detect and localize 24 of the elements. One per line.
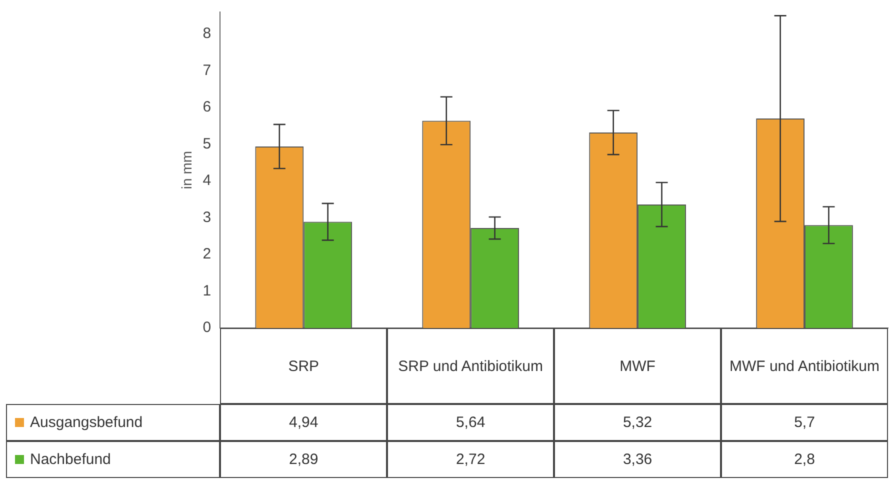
- x-tick-label: MWF: [554, 328, 722, 404]
- data-label: 5,64: [387, 404, 554, 441]
- data-label: 2,72: [387, 441, 554, 478]
- y-tick-label: 5: [202, 135, 212, 152]
- y-axis-title: in mm: [178, 150, 194, 190]
- y-tick-label: 8: [202, 25, 212, 42]
- y-tick-label: 3: [202, 208, 212, 226]
- data-label: 4,94: [220, 404, 388, 441]
- x-tick-label: MWF und Antibiotikum: [721, 328, 888, 404]
- y-tick-label: 1: [202, 282, 212, 300]
- y-tick-label: 6: [202, 98, 212, 116]
- data-label: 2,8: [721, 441, 888, 478]
- y-tick-label: 0: [202, 319, 212, 336]
- legend-label: Nachbefund: [30, 451, 111, 468]
- y-tick-label: 2: [202, 246, 212, 263]
- data-label: 5,7: [721, 404, 888, 441]
- legend-label: Ausgangsbefund: [30, 414, 143, 431]
- data-label: 2,89: [220, 441, 388, 478]
- data-label: 3,36: [554, 441, 722, 478]
- data-label: 5,32: [554, 404, 722, 441]
- y-tick-label: 4: [202, 172, 212, 190]
- x-tick-label: SRP und Antibiotikum: [387, 328, 554, 404]
- y-tick-label: 7: [202, 62, 212, 79]
- x-tick-label: SRP: [220, 328, 388, 404]
